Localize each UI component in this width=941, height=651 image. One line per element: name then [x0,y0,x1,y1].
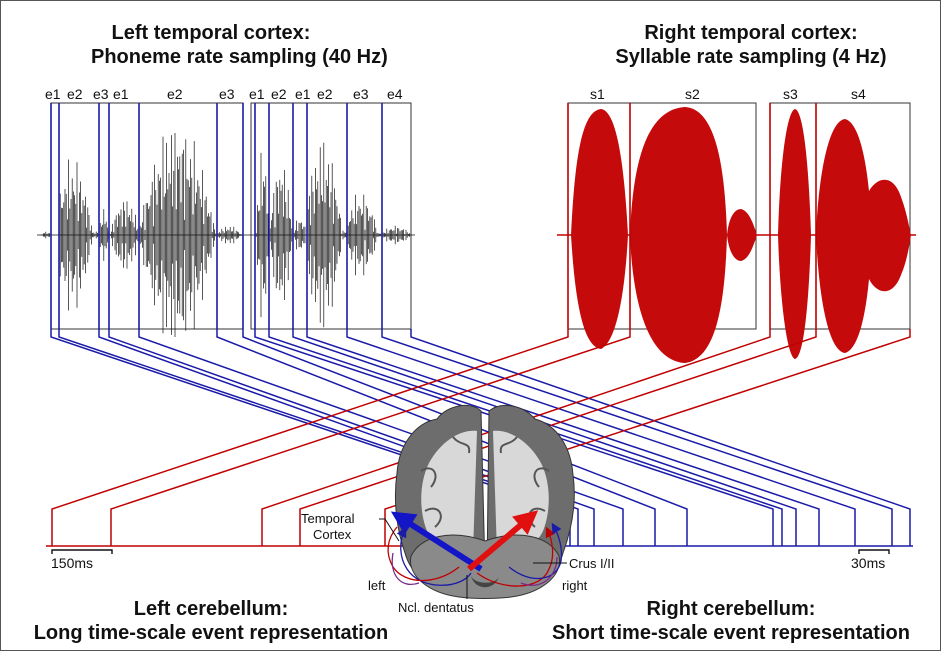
event-label-10: e2 [317,86,333,102]
syllable-boundaries [567,103,817,329]
event-label-1: e1 [45,86,61,102]
top-right-title: Right temporal cortex: Syllable rate sam… [611,21,891,69]
temporal-cortex-pointer [379,518,400,542]
event-label-12: e4 [387,86,403,102]
event-label-7: e1 [249,86,265,102]
syllable-label-4: s4 [851,86,866,102]
temporal-cortex-label-line2: Cortex [313,527,352,542]
top-right-title-line2: Syllable rate sampling (4 Hz) [615,46,887,68]
blue-right-arc [508,522,563,580]
bottom-right-title: Right cerebellum: Short time-scale event… [531,597,931,645]
syllable-envelopes [571,107,911,363]
crus-label: Crus I/II [569,556,615,571]
event-label-2: e2 [67,86,83,102]
dentatus-label: Ncl. dentatus [398,600,474,615]
speech-waveforms [37,133,415,337]
purple-left-arc [391,552,420,585]
purple-right-arc [520,556,558,586]
blue-thin-arrow [396,526,472,586]
event-label-11: e3 [353,86,369,102]
event-label-4: e1 [113,86,129,102]
syllable-label-3: s3 [783,86,798,102]
left-label: left [368,578,386,593]
envelope-s4 [816,119,911,353]
syllable-label-2: s2 [685,86,700,102]
top-right-title-line1: Right temporal cortex: [644,22,858,44]
event-label-5: e2 [167,86,183,102]
bottom-right-title-line1: Right cerebellum: [646,598,816,620]
blue-main-arrow [390,511,483,572]
red-thin-arrow [476,526,556,587]
white-matter-left [421,430,477,555]
bottom-left-title: Left cerebellum: Long time-scale event r… [11,597,411,645]
bottom-left-title-line1: Left cerebellum: [133,598,289,620]
scale-label-left: 150ms [51,555,93,571]
scale-label-right: 30ms [851,555,885,571]
brainstem [471,576,499,588]
top-left-title-line1: Left temporal cortex: [111,22,311,44]
bottom-left-title-line2: Long time-scale event representation [33,622,389,644]
brain-illustration: Temporal Cortex Crus I/II left right Ncl… [301,404,615,615]
phoneme-boundaries [50,103,383,329]
phoneme-panel-2 [250,102,412,330]
envelope-s2 [630,107,727,363]
envelope-s2-tail [727,209,757,261]
event-label-3: e3 [93,86,109,102]
cerebellum [410,534,560,599]
phoneme-panels: e1 e2 e3 e1 e2 e3 e1 e2 e1 e2 e3 e4 [37,86,415,337]
phoneme-panel-1 [50,102,244,330]
envelope-s3 [778,109,811,359]
scale-bar-right: 30ms [851,549,890,571]
right-label: right [562,578,588,593]
bottom-right-title-line2: Short time-scale event representation [552,622,910,644]
event-label-6: e3 [219,86,235,102]
syllable-panels: s1 s2 s3 s4 [557,86,916,363]
red-main-arrow [467,510,539,572]
top-left-title: Left temporal cortex: Phoneme rate sampl… [91,21,388,69]
temporal-cortex-label-line1: Temporal [301,511,355,526]
scale-bar-left: 150ms [51,549,113,571]
top-left-title-line2: Phoneme rate sampling (40 Hz) [91,46,388,68]
event-label-9: e1 [295,86,311,102]
envelope-s1 [571,109,628,349]
event-label-8: e2 [271,86,287,102]
syllable-label-1: s1 [590,86,605,102]
